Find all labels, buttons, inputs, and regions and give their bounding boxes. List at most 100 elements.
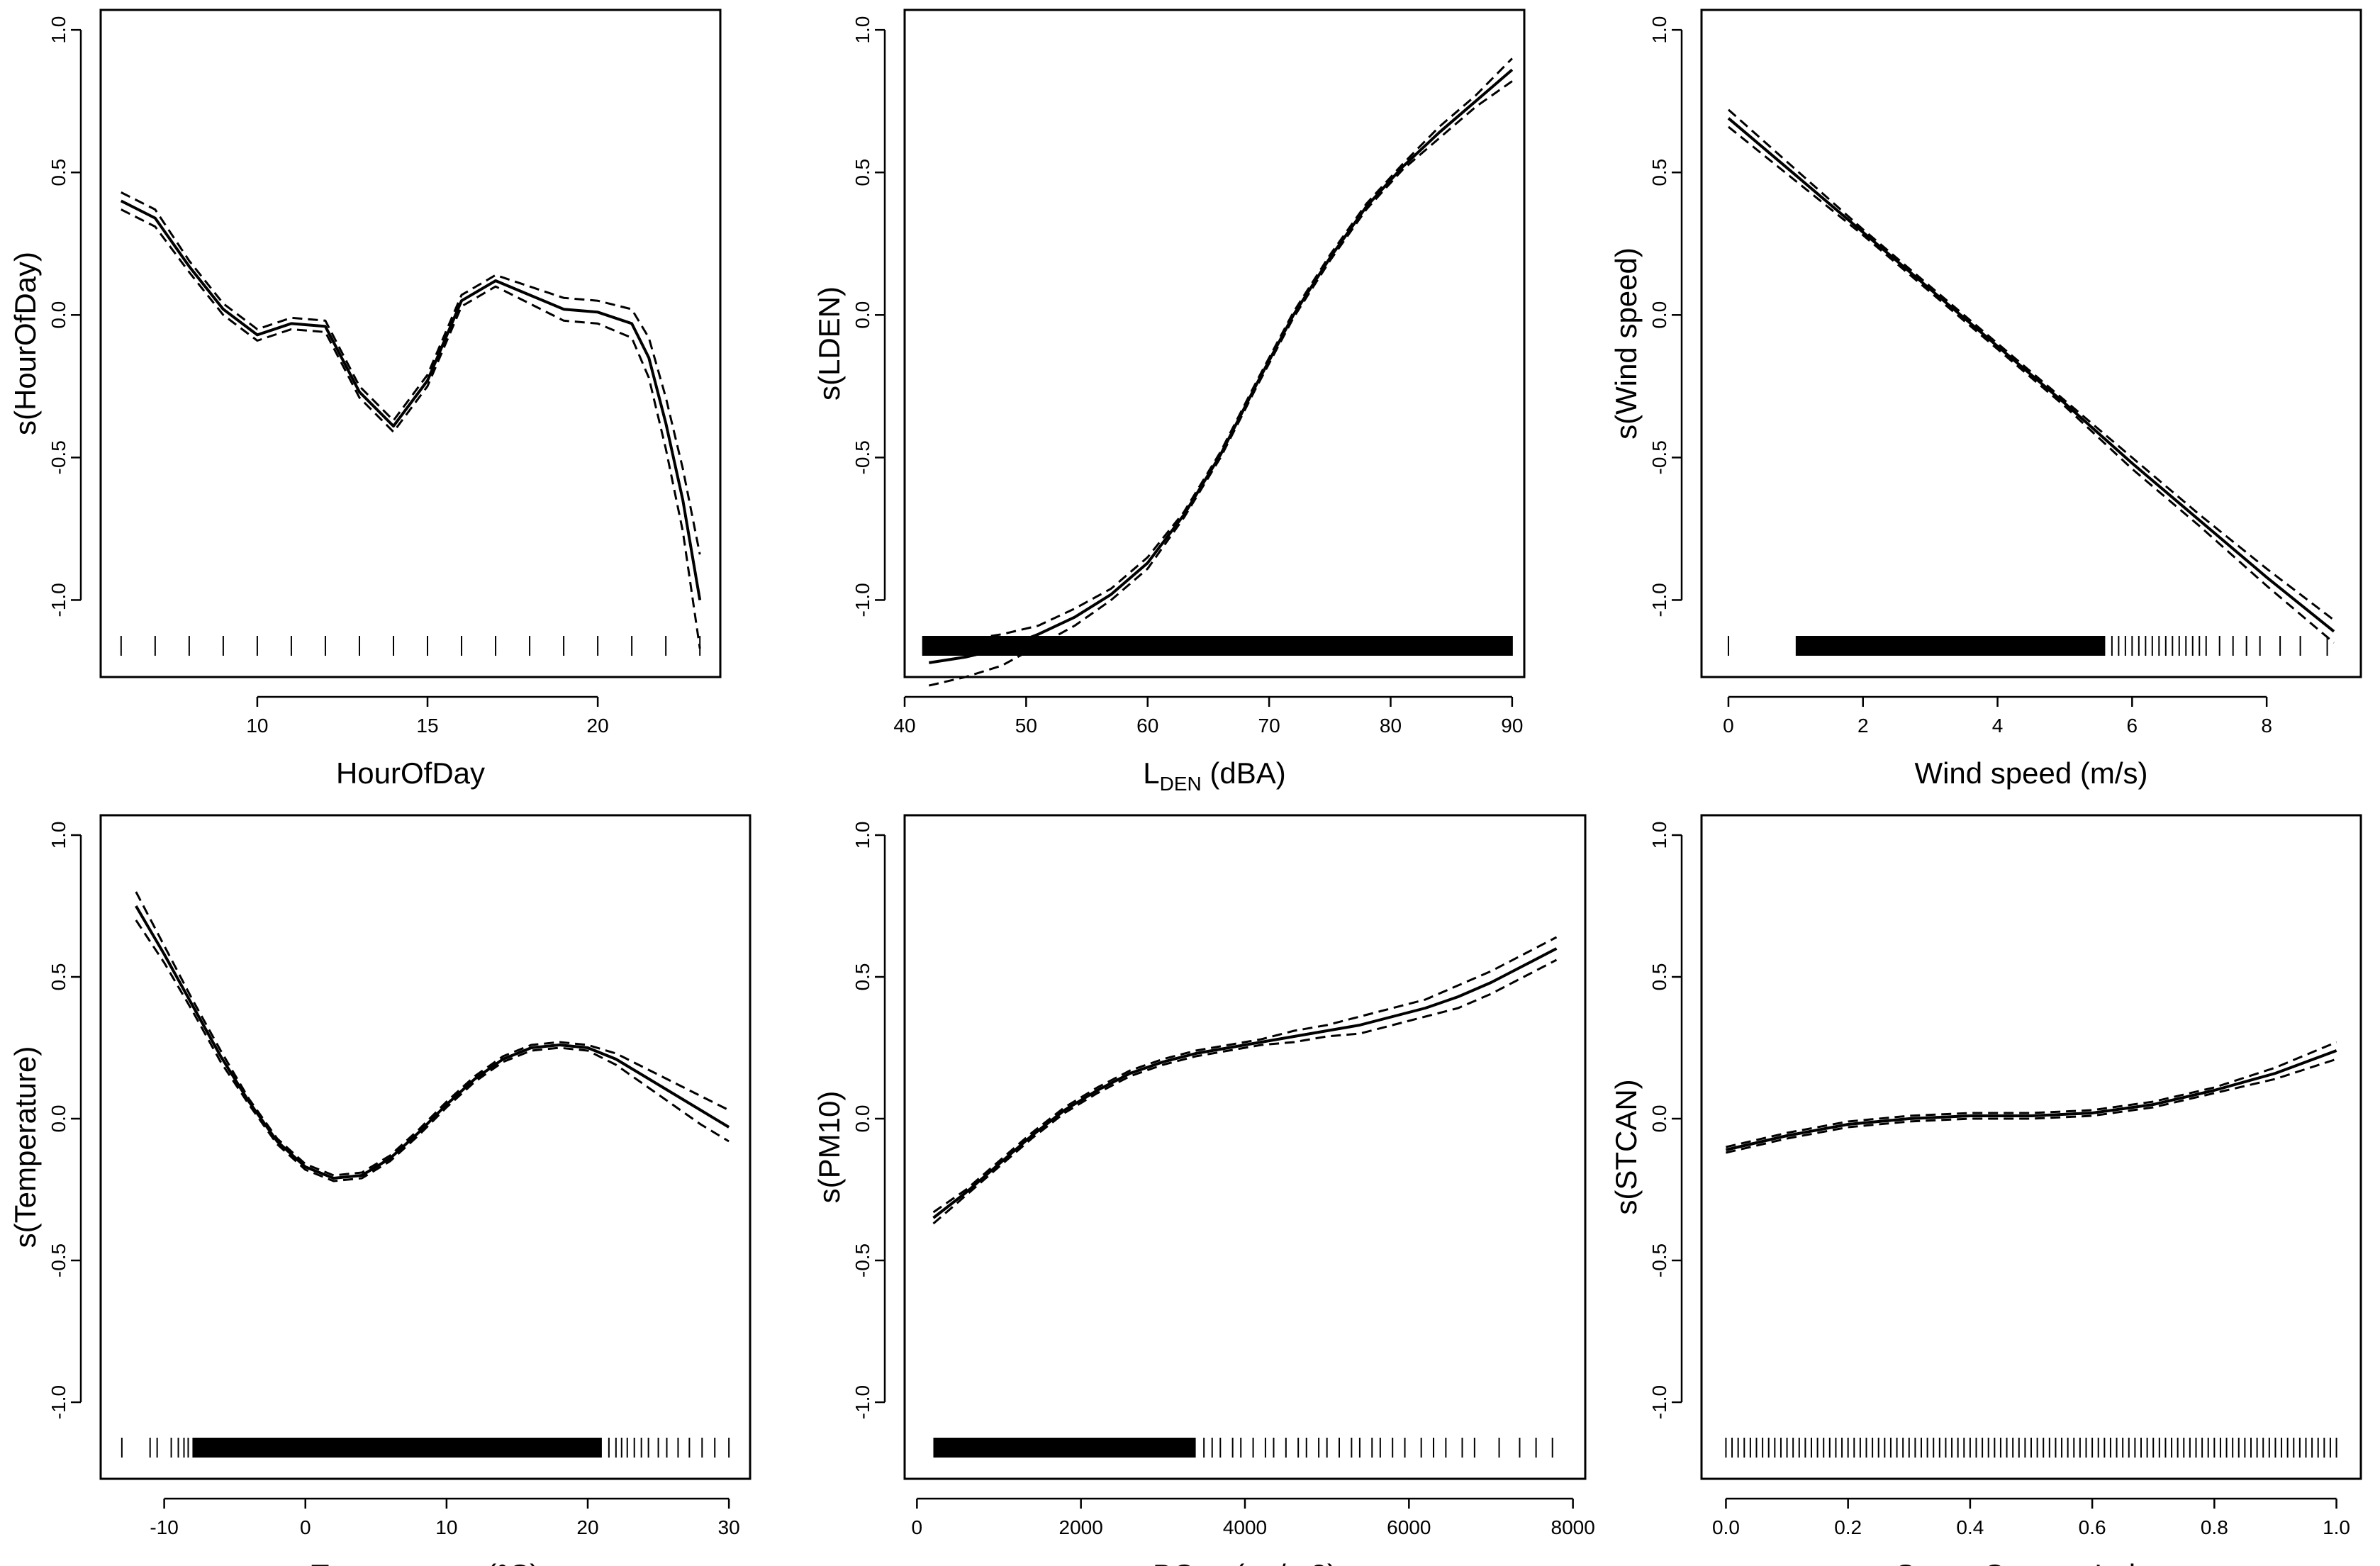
y-tick-label: -1.0	[48, 583, 69, 617]
x-tick-label: 30	[718, 1516, 740, 1538]
x-tick-label: 10	[435, 1516, 457, 1538]
upper-ci-line	[1726, 1041, 2337, 1148]
x-tick-label: 0.2	[1834, 1516, 1862, 1538]
y-tick-label: 0.0	[1648, 301, 1670, 329]
upper-ci-line	[121, 191, 701, 555]
y-tick-label: 1.0	[851, 16, 873, 44]
x-tick-label: 50	[1015, 715, 1037, 737]
chart-panel-2: 40 50 60 70 80 90 -1.0 -0.5 0.0 0.5 1.0 LDEN (dBA) s…	[812, 9, 1526, 795]
chart-panel-5: 0 2000 4000 6000 8000 -1.0 -0.5 0.0 0.5 1.0 BCbkg …	[812, 814, 1595, 1566]
rug	[1727, 636, 2328, 656]
rug	[1725, 1438, 2337, 1458]
y-tick-label: -1.0	[1648, 583, 1670, 617]
fit-line	[135, 905, 730, 1180]
y-tick-label: 1.0	[1648, 822, 1670, 849]
y-tick-label: 1.0	[48, 822, 69, 849]
y-axis-title: s(Temperature)	[9, 1046, 42, 1248]
y-tick-label: 0.5	[851, 159, 873, 186]
x-axis-title-suffix: (dBA)	[1202, 756, 1286, 790]
y-tick-label: 0.0	[1648, 1105, 1670, 1133]
upper-ci-line	[135, 891, 730, 1177]
y-tick-label: -1.0	[48, 1385, 69, 1419]
y-tick-label: 0.5	[48, 963, 69, 991]
fit-line	[1725, 1049, 2337, 1151]
y-tick-label: -1.0	[851, 1385, 873, 1419]
y-tick-label: 0.0	[851, 1105, 873, 1133]
x-axis-title: HourOfDay	[336, 756, 485, 790]
x-tick-label: 4	[1992, 715, 2004, 737]
x-tick-label: 80	[1380, 715, 1402, 737]
x-axis-title-main: Wind speed (m/s)	[1914, 756, 2147, 790]
chart-panel-4: -10 0 10 20 30 -1.0 -0.5 0.0 0.5 1.0 Temperature (…	[9, 814, 752, 1566]
plot-frame	[903, 9, 1526, 678]
fit-line	[928, 68, 1514, 664]
plot-frame	[903, 814, 1587, 1480]
rug	[933, 1438, 1553, 1458]
y-tick-label: -0.5	[48, 440, 69, 474]
fit-line	[120, 199, 702, 600]
y-tick-label: 1.0	[851, 822, 873, 849]
y-axis-title: s(STCAN)	[1609, 1079, 1643, 1214]
lower-ci-line	[121, 208, 701, 649]
x-tick-label: 6	[2127, 715, 2138, 737]
x-tick-label: 90	[1501, 715, 1523, 737]
x-tick-label: 20	[587, 715, 609, 737]
x-tick-label: 0.8	[2201, 1516, 2228, 1538]
y-axis-title: s(Wind speed)	[1609, 247, 1643, 440]
y-tick-label: 1.0	[1648, 16, 1670, 44]
x-tick-label: 8	[2261, 715, 2272, 737]
x-tick-label: 0	[1723, 715, 1734, 737]
chart-panel-3: 0 2 4 6 8 -1.0 -0.5 0.0 0.5 1.0 Wind speed (m/s) s(…	[1609, 9, 2362, 790]
upper-ci-line	[929, 57, 1513, 644]
x-tick-label: 40	[893, 715, 915, 737]
x-axis-title: BCbkg (ng/m3)	[1153, 1558, 1337, 1566]
y-tick-label: 0.0	[48, 1105, 69, 1133]
y-tick-label: 0.5	[48, 159, 69, 186]
y-tick-label: 0.5	[851, 963, 873, 991]
x-tick-label: -10	[150, 1516, 178, 1538]
upper-ci-line	[932, 936, 1558, 1214]
x-axis-title-main: HourOfDay	[336, 756, 485, 790]
x-tick-label: 70	[1258, 715, 1280, 737]
x-tick-label: 0.4	[1956, 1516, 1984, 1538]
y-tick-label: 0.5	[1648, 963, 1670, 991]
x-tick-label: 2000	[1059, 1516, 1103, 1538]
rug-dense-block	[922, 636, 1512, 656]
rug	[120, 636, 701, 656]
y-axis-title: s(HourOfDay)	[9, 252, 42, 435]
x-axis-title-main: L	[1143, 756, 1159, 790]
x-tick-label: 10	[246, 715, 268, 737]
plot-frame	[99, 814, 752, 1480]
y-tick-label: 0.0	[851, 301, 873, 329]
x-tick-label: 1.0	[2323, 1516, 2350, 1538]
x-tick-label: 60	[1136, 715, 1158, 737]
rug-dense-block	[1795, 636, 2106, 656]
x-axis-title: Temperature (°C)	[311, 1558, 540, 1566]
x-tick-label: 4000	[1223, 1516, 1267, 1538]
y-axis-title: s(PM10)	[812, 1091, 846, 1204]
chart-panel-6: 0.0 0.2 0.4 0.6 0.8 1.0 -1.0 -0.5 0.0 0.5 1.0 Stree…	[1609, 814, 2362, 1566]
x-tick-label: 15	[416, 715, 438, 737]
plot-frame	[1700, 814, 2362, 1480]
rug	[922, 636, 1513, 656]
x-tick-label: 2	[1857, 715, 1869, 737]
y-tick-label: -0.5	[851, 440, 873, 474]
x-tick-label: 8000	[1551, 1516, 1595, 1538]
lower-ci-line	[1728, 125, 2335, 644]
x-tick-label: 20	[576, 1516, 598, 1538]
x-tick-label: 0.6	[2079, 1516, 2106, 1538]
y-tick-label: -0.5	[48, 1243, 69, 1277]
y-tick-label: 0.0	[48, 301, 69, 329]
lower-ci-line	[928, 80, 1513, 687]
y-tick-label: -1.0	[851, 583, 873, 617]
x-tick-label: 0.0	[1712, 1516, 1740, 1538]
rug	[121, 1438, 730, 1458]
lower-ci-line	[135, 919, 730, 1182]
y-tick-label: 1.0	[48, 16, 69, 44]
lower-ci-line	[932, 958, 1558, 1225]
x-axis-title-subscript: DEN	[1160, 773, 1202, 795]
upper-ci-line	[1728, 108, 2335, 621]
y-tick-label: -0.5	[851, 1243, 873, 1277]
y-tick-label: -0.5	[1648, 440, 1670, 474]
